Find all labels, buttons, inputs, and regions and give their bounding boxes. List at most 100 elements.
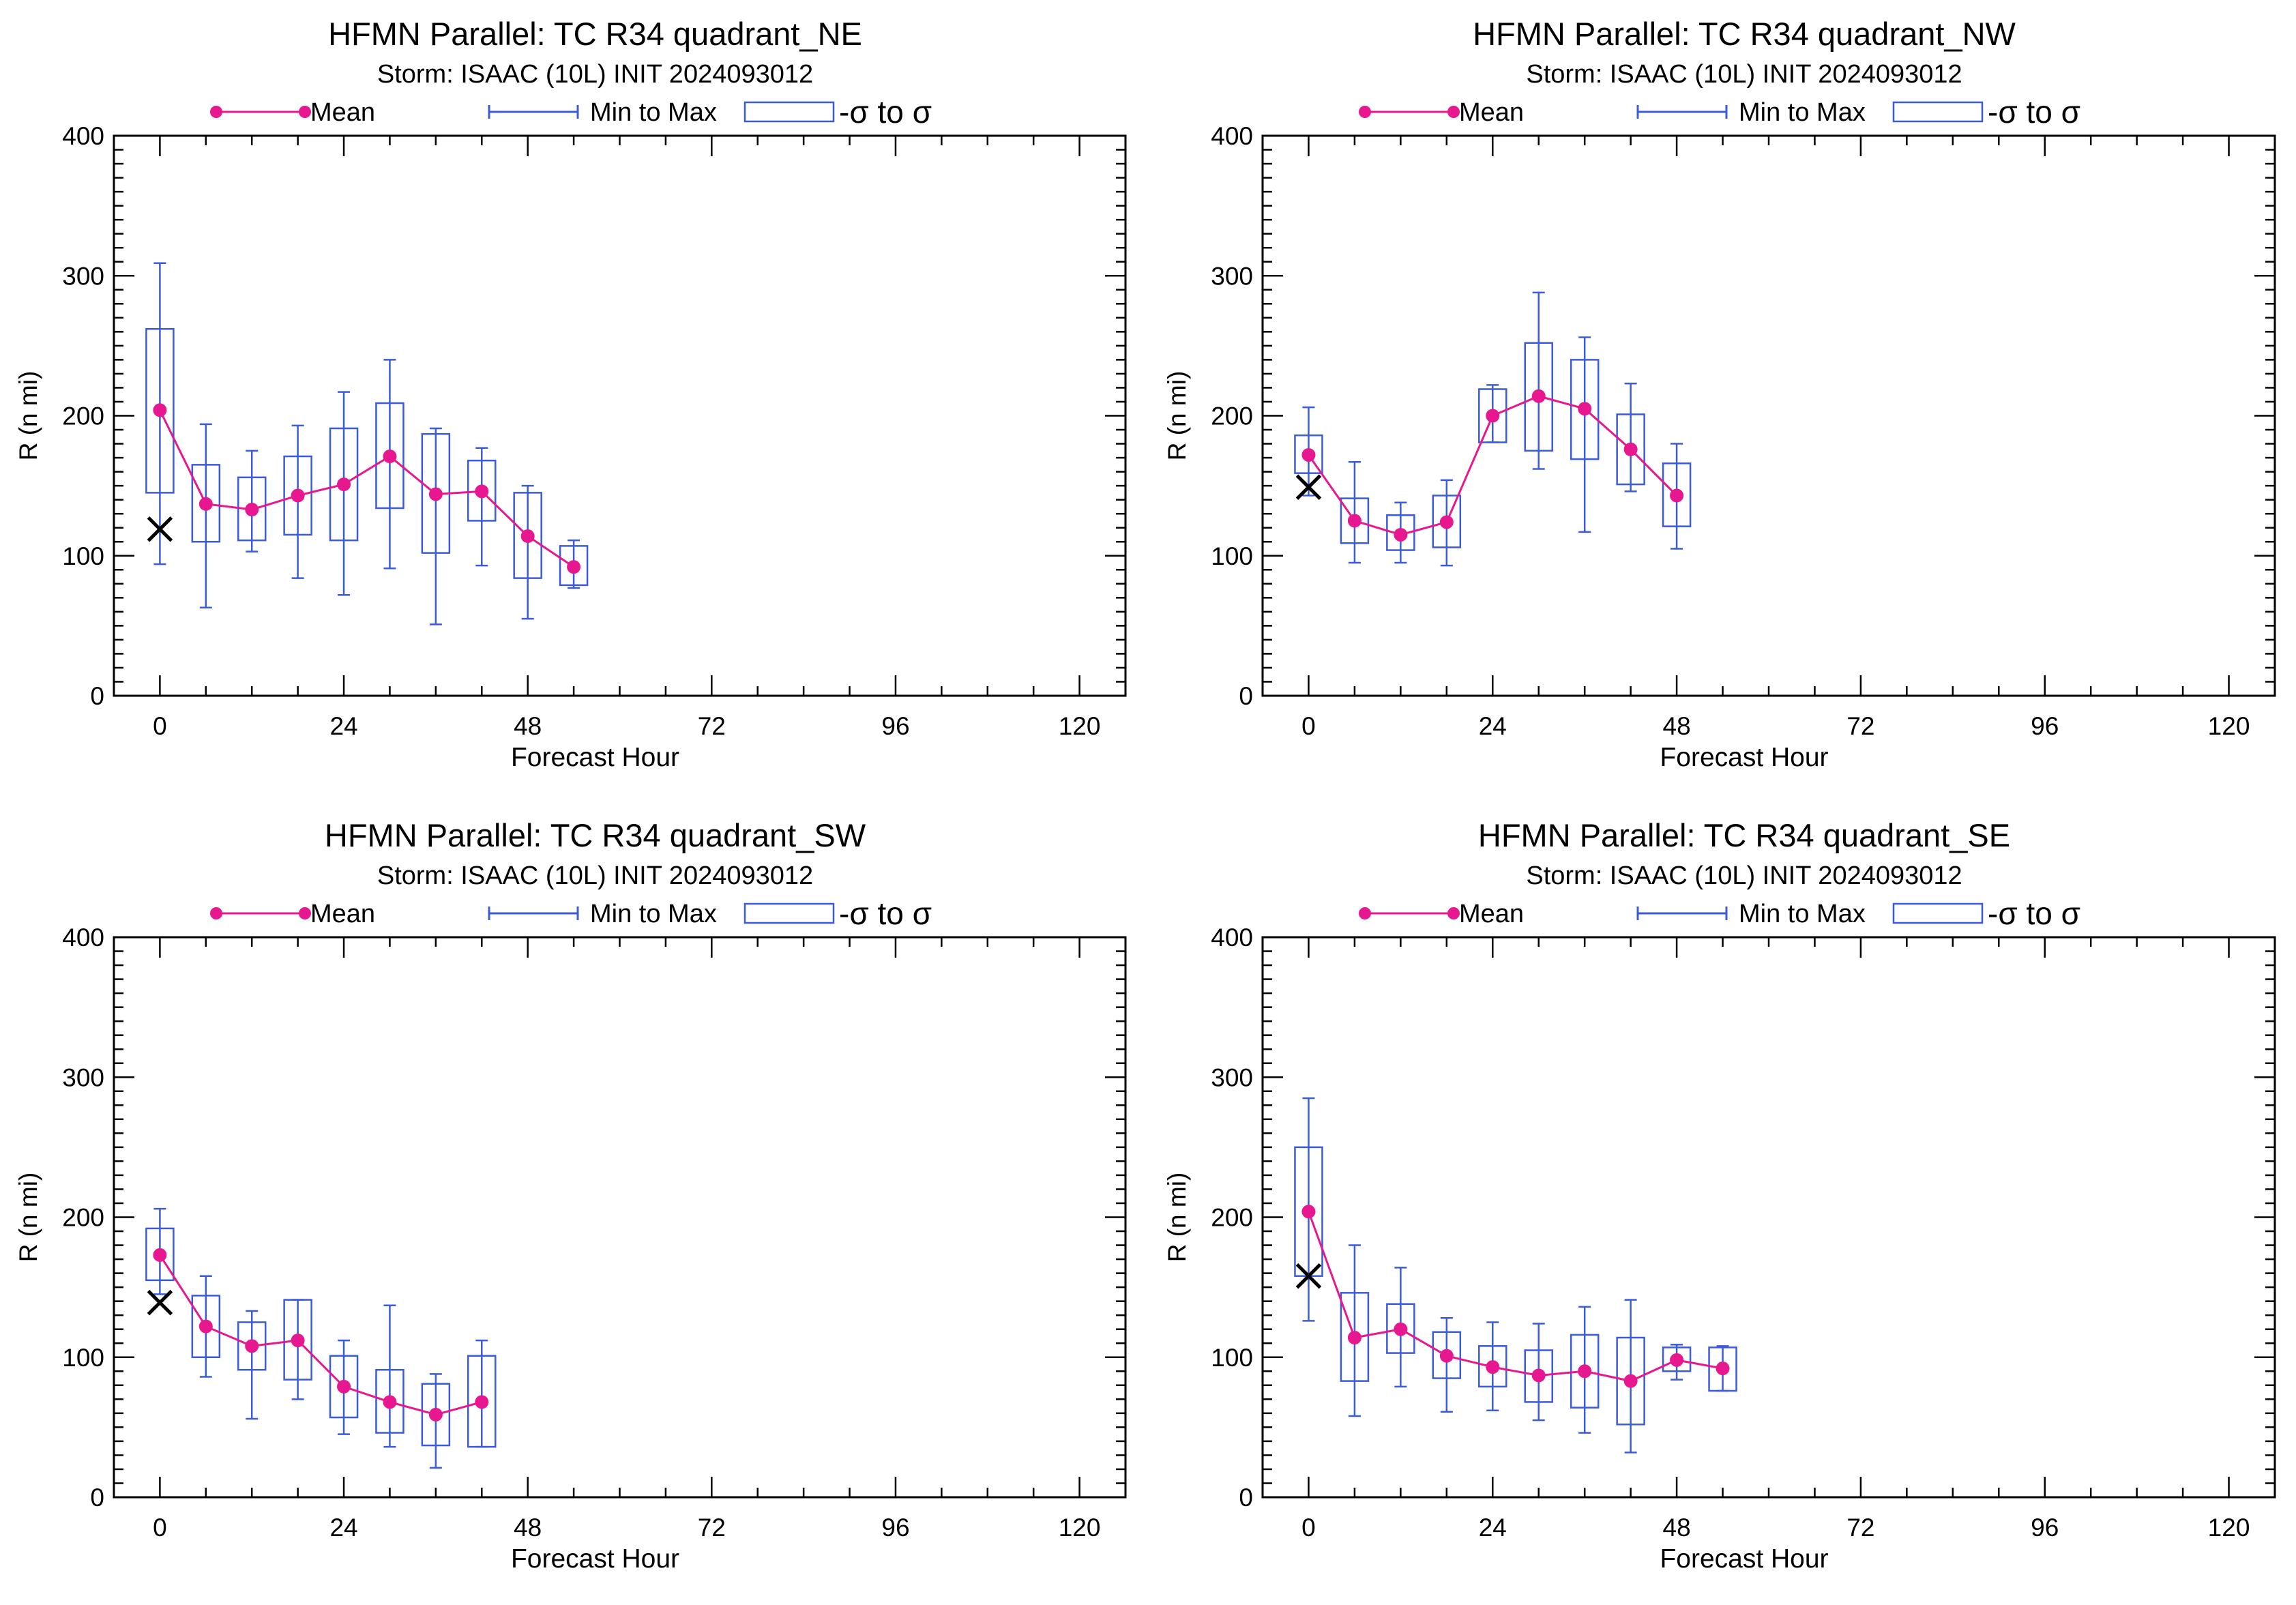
x-tick-label: 24 — [1479, 1514, 1507, 1542]
legend-mean-marker — [1359, 907, 1371, 919]
chart-panel-3: HFMN Parallel: TC R34 quadrant_SW Storm: … — [14, 817, 1127, 1574]
y-tick-label: 400 — [62, 122, 104, 150]
mean-point — [1578, 1364, 1592, 1379]
x-tick-label: 48 — [514, 1514, 542, 1542]
legend-mean-marker — [299, 106, 311, 118]
sigma-box — [1570, 1334, 1600, 1409]
chart-title: HFMN Parallel: TC R34 quadrant_SE — [1478, 817, 2010, 853]
mean-point — [1394, 527, 1408, 542]
mean-point — [1531, 1368, 1546, 1383]
x-tick-label: 72 — [698, 712, 726, 740]
y-tick-label: 200 — [1211, 1204, 1253, 1232]
sigma-box — [1478, 1345, 1507, 1388]
x-tick-label: 48 — [1663, 1514, 1691, 1542]
x-tick-label: 24 — [329, 712, 357, 740]
observed-x-marker — [147, 516, 173, 542]
legend-sigma-box — [1892, 101, 1984, 123]
mean-point — [475, 484, 489, 499]
plot-frame — [1261, 134, 2276, 697]
x-tick-label: 120 — [2208, 1514, 2250, 1542]
x-tick-label: 24 — [1479, 712, 1507, 740]
legend-minmax-label: Min to Max — [1739, 98, 1866, 127]
sigma-box — [1662, 1346, 1692, 1372]
legend-sigma-box — [744, 101, 835, 123]
x-tick-label: 120 — [2208, 712, 2250, 740]
chart-subtitle: Storm: ISAAC (10L) INIT 2024093012 — [1526, 60, 1962, 89]
y-tick-label: 100 — [1211, 542, 1253, 570]
y-tick-label: 300 — [62, 262, 104, 290]
chart-subtitle: Storm: ISAAC (10L) INIT 2024093012 — [1526, 862, 1962, 890]
observed-x-marker — [1295, 1263, 1322, 1289]
y-tick-label: 100 — [1211, 1344, 1253, 1372]
x-tick-label: 48 — [514, 712, 542, 740]
sigma-box — [559, 545, 589, 587]
x-tick-label: 96 — [881, 712, 909, 740]
mean-point — [1670, 1353, 1684, 1367]
y-tick-label: 300 — [1211, 1063, 1253, 1091]
sigma-box — [1478, 388, 1507, 443]
x-tick-label: 120 — [1059, 712, 1101, 740]
mean-point — [291, 488, 305, 503]
mean-line — [1308, 1211, 1723, 1383]
x-tick-label: 48 — [1663, 712, 1691, 740]
mean-point — [153, 1248, 167, 1262]
y-axis-label: R (n mi) — [14, 1173, 42, 1263]
legend-mean-marker — [1359, 106, 1371, 118]
chart-panel-4: HFMN Parallel: TC R34 quadrant_SE Storm: … — [1163, 817, 2276, 1574]
sigma-box — [1386, 514, 1415, 551]
x-tick-label: 0 — [153, 1514, 167, 1542]
sigma-box — [145, 1227, 175, 1282]
x-tick-label: 72 — [698, 1514, 726, 1542]
mean-point — [291, 1334, 305, 1348]
mean-point — [428, 1407, 443, 1422]
sigma-box — [1662, 462, 1692, 527]
y-tick-label: 300 — [62, 1063, 104, 1091]
mean-point — [1301, 1205, 1316, 1219]
sigma-box — [145, 327, 175, 494]
x-tick-label: 0 — [153, 712, 167, 740]
mean-point — [1439, 515, 1454, 529]
mean-point — [1670, 488, 1684, 503]
legend-sigma-label: -σ to σ — [1988, 94, 2080, 130]
x-tick-label: 72 — [1846, 1514, 1874, 1542]
sigma-box — [1708, 1346, 1737, 1392]
x-axis-label: Forecast Hour — [511, 1544, 679, 1574]
sigma-box — [467, 1355, 497, 1448]
y-tick-label: 400 — [62, 924, 104, 952]
legend-mean-marker — [1447, 907, 1460, 919]
y-tick-label: 0 — [90, 1484, 104, 1512]
sigma-box — [191, 1295, 221, 1358]
legend-mean-marker — [1447, 106, 1460, 118]
y-tick-label: 300 — [1211, 262, 1253, 290]
sigma-box — [329, 1355, 359, 1419]
sigma-box — [1386, 1303, 1415, 1354]
sigma-box — [1570, 359, 1600, 460]
mean-point — [1394, 1322, 1408, 1336]
observed-x-stroke — [1295, 474, 1322, 500]
y-axis-label: R (n mi) — [1163, 371, 1191, 461]
y-axis-label: R (n mi) — [14, 371, 42, 461]
y-tick-label: 100 — [62, 542, 104, 570]
chart-subtitle: Storm: ISAAC (10L) INIT 2024093012 — [377, 862, 813, 890]
legend-minmax-label: Min to Max — [1739, 900, 1866, 928]
sigma-box — [191, 464, 221, 543]
mean-point — [1439, 1349, 1454, 1363]
legend-mean-marker — [210, 106, 222, 118]
sigma-box — [421, 1383, 451, 1447]
observed-x-stroke — [1295, 1263, 1322, 1289]
mean-point — [245, 1339, 259, 1353]
mean-point — [1716, 1361, 1730, 1376]
mean-point — [1486, 1360, 1500, 1374]
mean-point — [428, 487, 443, 501]
x-tick-label: 0 — [1301, 1514, 1316, 1542]
mean-point — [1531, 389, 1546, 403]
chart-title: HFMN Parallel: TC R34 quadrant_NE — [328, 16, 862, 52]
chart-panel-2: HFMN Parallel: TC R34 quadrant_NW Storm: … — [1163, 16, 2276, 772]
sigma-box — [1616, 413, 1645, 486]
x-axis-label: Forecast Hour — [1660, 1544, 1828, 1574]
mean-point — [337, 477, 351, 492]
x-tick-label: 24 — [329, 1514, 357, 1542]
sigma-box — [283, 1299, 312, 1381]
mean-point — [245, 503, 259, 517]
